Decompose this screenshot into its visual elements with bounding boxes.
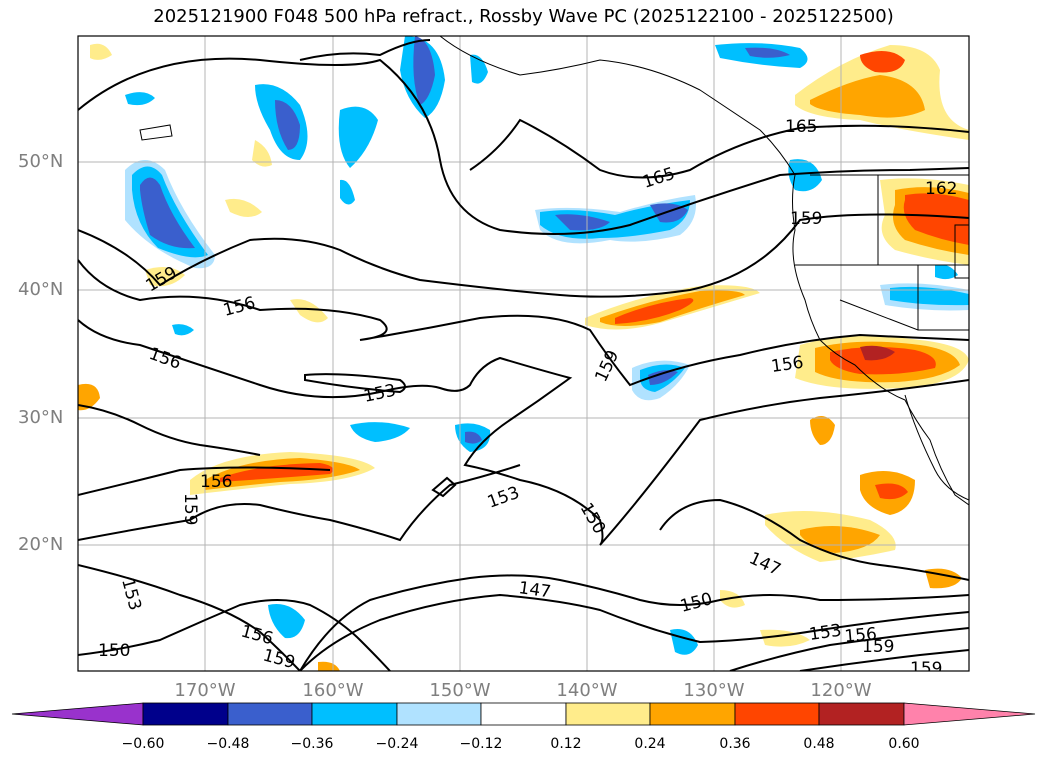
latitude-label: 20°N: [18, 534, 64, 555]
contour-label: 159: [180, 493, 200, 525]
contour-label: 156: [770, 353, 805, 377]
colorbar-tick-label: −0.24: [375, 736, 419, 752]
contour-label: 147: [517, 578, 552, 602]
contour-label: 159: [910, 659, 942, 679]
contour-label: 162: [925, 179, 957, 199]
contour-label: 150: [98, 641, 130, 661]
contour-label: 159: [862, 637, 894, 657]
latitude-label: 30°N: [18, 407, 64, 428]
longitude-label: 170°W: [174, 680, 236, 701]
colorbar-tick-label: −0.36: [290, 736, 334, 752]
colorbar-swatch: [480, 702, 567, 726]
colorbar-swatch: [903, 702, 1036, 726]
colorbar-swatch: [396, 702, 482, 726]
colorbar-tick-label: 0.60: [888, 736, 920, 752]
contour-label: 165: [785, 117, 817, 137]
contour-label: 156: [200, 472, 232, 492]
colorbar-swatch: [311, 702, 398, 726]
colorbar-tick-label: −0.48: [206, 736, 250, 752]
colorbar-tick-label: −0.12: [459, 736, 503, 752]
coastlines: [139, 36, 969, 506]
colorbar-swatch: [818, 702, 905, 726]
latitude-label: 40°N: [18, 279, 64, 300]
contour-label: 153: [808, 621, 843, 645]
longitude-label: 160°W: [302, 680, 364, 701]
colorbar-tick-label: 0.24: [634, 736, 666, 752]
colorbar-swatch: [11, 702, 144, 726]
colorbar-swatch: [565, 702, 651, 726]
latitude-label: 50°N: [18, 151, 64, 172]
anomaly-shading: [78, 36, 969, 671]
colorbar: [11, 702, 1036, 726]
map-title: 2025121900 F048 500 hPa refract., Rossby…: [153, 6, 894, 27]
map-frame: [77, 35, 970, 672]
contour-label: 156: [844, 624, 878, 647]
contour-lines: [78, 39, 969, 671]
graticule: [78, 36, 969, 671]
colorbar-tick-label: 0.36: [719, 736, 751, 752]
longitude-label: 140°W: [556, 680, 618, 701]
longitude-label: 130°W: [683, 680, 745, 701]
colorbar-swatch: [142, 702, 229, 726]
contour-label: 159: [790, 209, 822, 229]
colorbar-tick-label: −0.60: [121, 736, 165, 752]
colorbar-swatch: [649, 702, 736, 726]
colorbar-tick-label: 0.48: [803, 736, 835, 752]
colorbar-swatch: [734, 702, 820, 726]
longitude-label: 150°W: [429, 680, 491, 701]
colorbar-swatch: [227, 702, 313, 726]
longitude-label: 120°W: [810, 680, 872, 701]
colorbar-tick-label: 0.12: [550, 736, 582, 752]
